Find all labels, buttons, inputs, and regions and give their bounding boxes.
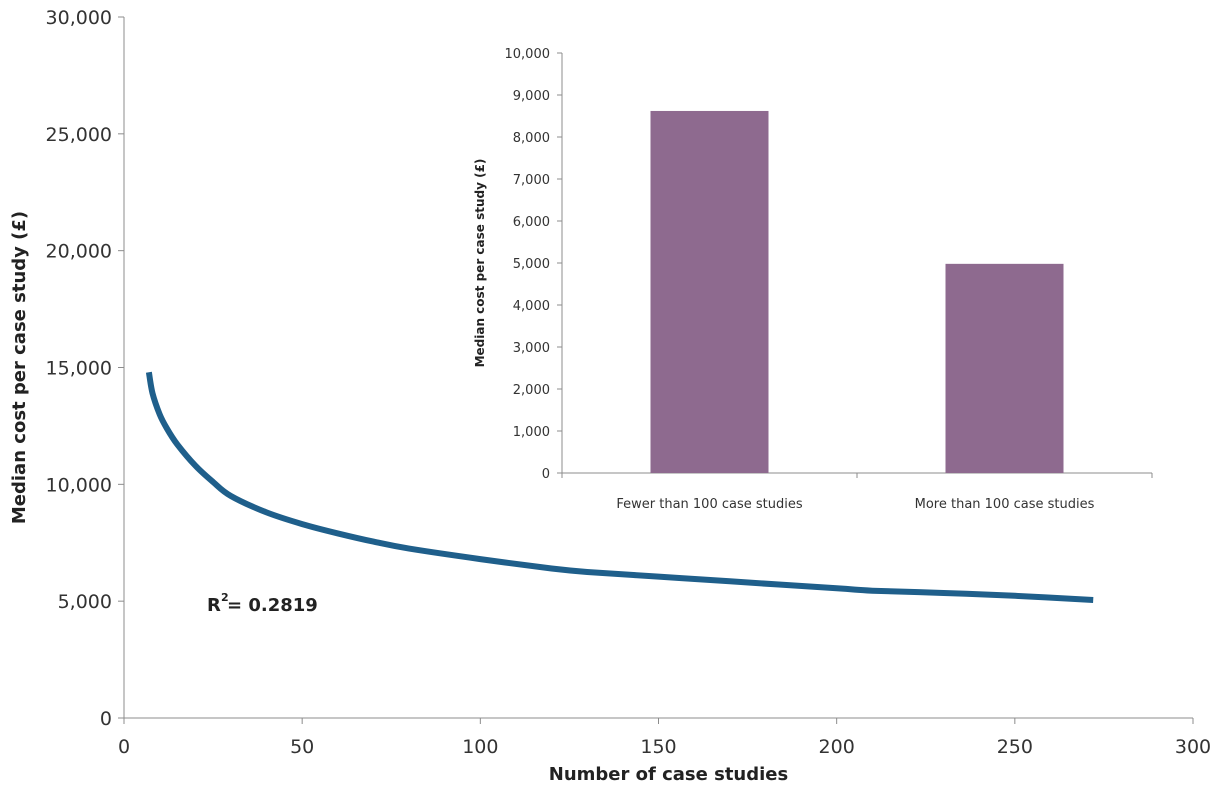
inset-y-tick-label: 2,000 xyxy=(513,383,550,398)
main-x-tick-label: 100 xyxy=(462,736,498,758)
inset-chart: 0 1,000 2,000 3,000 4,000 5,000 6,000 7,000 8,00… xyxy=(473,47,1153,512)
inset-y-tick-label: 7,000 xyxy=(513,173,550,188)
inset-x-tick-label: More than 100 case studies xyxy=(915,497,1095,512)
inset-y-tick-label: 0 xyxy=(542,467,550,482)
inset-y-tick-label: 6,000 xyxy=(513,215,550,230)
main-x-tick-label: 150 xyxy=(640,736,676,758)
inset-y-tick-label: 3,000 xyxy=(513,341,550,356)
main-x-tick-label: 0 xyxy=(118,736,130,758)
inset-y-tick-label: 4,000 xyxy=(513,299,550,314)
trend-line-series-1 xyxy=(145,371,1094,603)
inset-y-axis-title: Median cost per case study (£) xyxy=(473,159,487,368)
r-squared-label: R xyxy=(207,595,221,616)
main-y-tick-label: 20,000 xyxy=(46,241,112,263)
main-y-axis-title: Median cost per case study (£) xyxy=(9,211,30,524)
inset-y-tick-label: 5,000 xyxy=(513,257,550,272)
main-y-tick-label: 25,000 xyxy=(46,124,112,146)
main-x-tick-label: 250 xyxy=(997,736,1033,758)
main-x-tick-label: 300 xyxy=(1175,736,1211,758)
main-y-tick-label: 5,000 xyxy=(58,591,112,613)
main-y-tick-label: 10,000 xyxy=(46,474,112,496)
inset-y-tick-label: 10,000 xyxy=(505,47,551,62)
inset-x-tick-label: Fewer than 100 case studies xyxy=(616,497,802,512)
main-x-axis-title: Number of case studies xyxy=(549,764,788,785)
main-y-tick-label: 30,000 xyxy=(46,7,112,29)
main-x-tick-label: 200 xyxy=(819,736,855,758)
inset-bar-2 xyxy=(945,263,1064,473)
main-y-tick-label: 15,000 xyxy=(46,358,112,380)
r-squared-superscript: 2 xyxy=(221,591,229,604)
inset-y-tick-label: 1,000 xyxy=(513,425,550,440)
inset-y-tick-label: 9,000 xyxy=(513,89,550,104)
main-x-tick-label: 50 xyxy=(290,736,314,758)
main-y-tick-label: 0 xyxy=(100,708,112,730)
r-squared-value: = 0.2819 xyxy=(227,595,318,616)
inset-bar-1 xyxy=(650,110,769,474)
inset-y-tick-label: 8,000 xyxy=(513,131,550,146)
